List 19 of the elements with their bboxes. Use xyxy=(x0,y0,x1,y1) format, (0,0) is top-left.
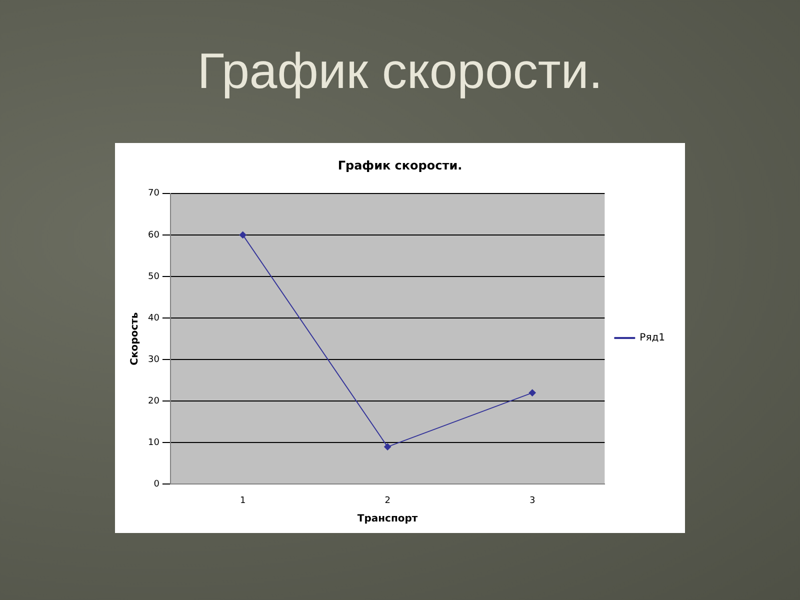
x-tick-label: 3 xyxy=(529,496,536,506)
y-tick-label: 20 xyxy=(148,396,160,406)
x-tick-label: 2 xyxy=(384,496,390,506)
point xyxy=(384,443,392,450)
y-tick-label: 50 xyxy=(148,272,160,282)
y-tick-label: 10 xyxy=(148,438,160,448)
x-tick-label: 1 xyxy=(240,496,246,506)
point xyxy=(239,231,246,238)
legend-label: Ряд1 xyxy=(640,332,666,344)
y-tick-label: 0 xyxy=(154,480,160,490)
y-tick-label: 30 xyxy=(148,354,160,365)
x-axis-title: Транспорт xyxy=(357,514,418,525)
chart-subtitle: График скорости. xyxy=(338,158,462,172)
y-tick-label: 70 xyxy=(148,188,160,199)
y-tick-label: 40 xyxy=(148,313,160,324)
y-axis-title: Скорость xyxy=(130,312,141,366)
y-tick-label: 60 xyxy=(148,230,160,240)
point xyxy=(528,389,536,396)
chart-title: График скорости. xyxy=(196,42,604,100)
